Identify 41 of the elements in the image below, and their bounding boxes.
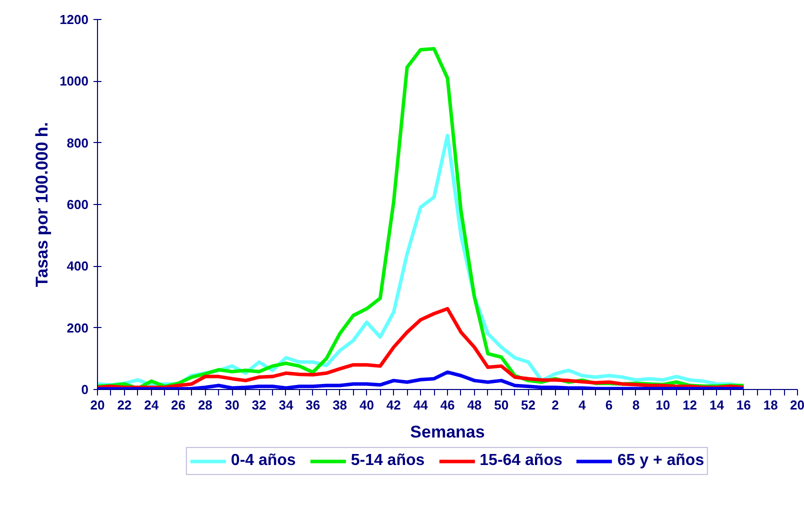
x-tick-label: 22	[117, 398, 132, 412]
legend-label: 0-4 años	[230, 452, 296, 470]
x-tick-label: 40	[360, 398, 374, 412]
x-tick-label: 26	[171, 398, 186, 412]
x-tick-label: 14	[710, 398, 725, 412]
y-tick-label: 1200	[60, 12, 88, 27]
x-tick-label: 4	[578, 398, 586, 412]
x-tick-label: 28	[198, 398, 212, 412]
x-tick-label: 12	[682, 398, 698, 412]
y-tick-label: 600	[66, 197, 89, 212]
x-tick-label: 50	[494, 398, 509, 412]
x-tick-label: 32	[252, 398, 266, 412]
x-tick-label: 46	[440, 398, 455, 412]
x-tick-label: 42	[386, 398, 401, 412]
x-tick-label: 20	[790, 398, 804, 412]
x-tick-label: 20	[90, 398, 105, 412]
x-tick-label: 2	[552, 398, 559, 412]
x-tick-label: 48	[467, 398, 482, 412]
legend-label: 65 y + años	[617, 452, 704, 470]
x-tick-label: 18	[763, 398, 778, 412]
x-tick-label: 10	[656, 398, 670, 412]
x-tick-label: 38	[332, 398, 348, 412]
y-tick-label: 200	[66, 320, 89, 336]
line-series	[98, 370, 746, 390]
x-tick-label: 24	[144, 398, 160, 412]
y-tick-label: 400	[66, 258, 89, 274]
x-axis-title: Semanas	[410, 422, 485, 442]
x-tick-label: 34	[278, 398, 294, 412]
x-tick-label: 52	[521, 398, 536, 412]
legend-label: 15-64 años	[480, 452, 562, 470]
x-tick-label: 44	[413, 398, 429, 412]
x-tick-label: 8	[632, 398, 640, 412]
y-tick-label: 0	[81, 382, 89, 397]
x-tick-label: 36	[306, 398, 320, 412]
x-tick-label: 16	[736, 398, 751, 412]
x-tick-label: 30	[224, 398, 240, 412]
y-tick-label: 1000	[60, 74, 88, 89]
legend-label: 5-14 años	[350, 452, 425, 470]
x-tick-label: 6	[605, 398, 613, 412]
y-axis-title: Tasas por 100.000 h.	[32, 122, 52, 288]
y-tick-label: 800	[66, 135, 89, 150]
